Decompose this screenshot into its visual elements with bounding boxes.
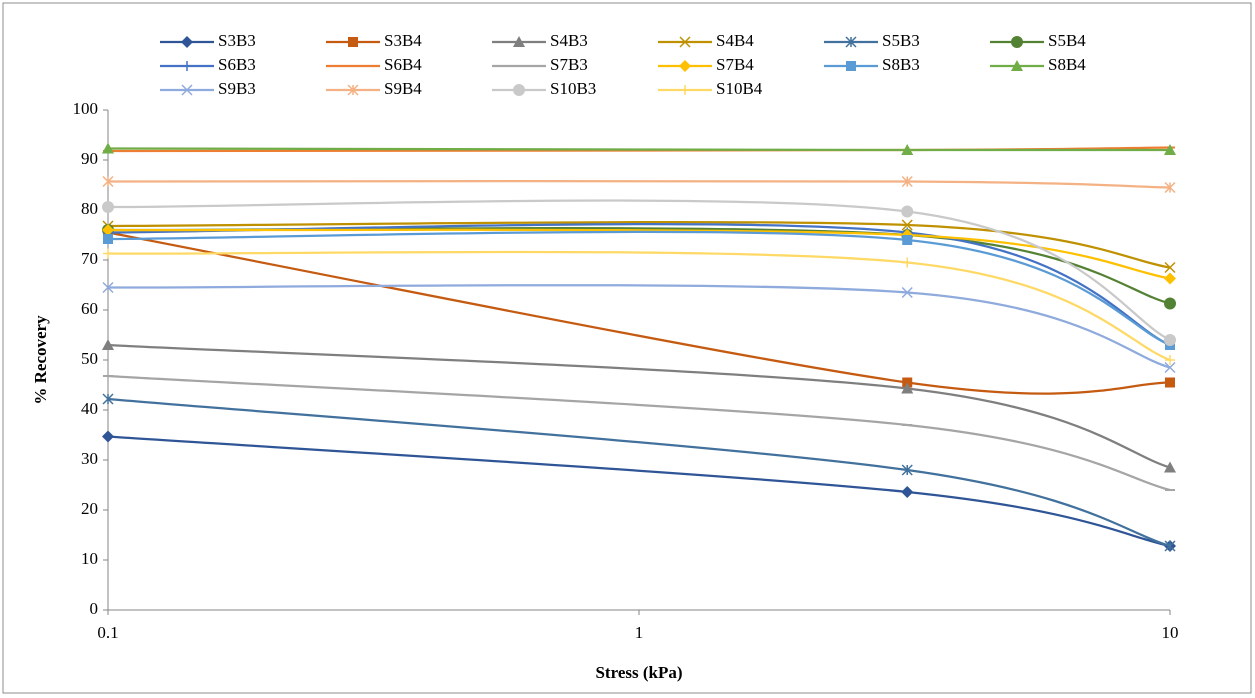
marker xyxy=(1164,361,1176,374)
series-line xyxy=(107,231,1171,395)
series-line xyxy=(107,147,1171,152)
series-line xyxy=(107,221,1171,269)
series-line xyxy=(107,374,1171,492)
legend-marker xyxy=(181,36,193,48)
x-axis-title: Stress (kPa) xyxy=(595,663,682,682)
marker xyxy=(103,248,113,259)
marker xyxy=(102,393,114,405)
legend-marker xyxy=(182,61,192,71)
legend-marker xyxy=(347,84,359,96)
marker xyxy=(1164,461,1176,473)
marker xyxy=(102,175,114,188)
marker xyxy=(1164,144,1176,155)
legend-marker xyxy=(1011,36,1023,48)
legend-label: S7B3 xyxy=(550,55,588,74)
legend-marker xyxy=(348,37,358,47)
legend-marker xyxy=(846,61,856,71)
legend-label: S6B4 xyxy=(384,55,422,74)
y-tick-label: 100 xyxy=(73,99,99,118)
legend-label: S8B3 xyxy=(882,55,920,74)
series-line xyxy=(107,435,1171,548)
legend-marker xyxy=(513,36,525,47)
marker xyxy=(102,224,114,236)
marker xyxy=(1164,297,1176,310)
legend-label: S4B3 xyxy=(550,31,588,50)
series-line xyxy=(107,230,1171,347)
legend-label: S7B4 xyxy=(716,55,754,74)
marker xyxy=(901,144,914,155)
marker xyxy=(901,219,913,231)
marker xyxy=(102,281,114,294)
marker xyxy=(1164,261,1176,274)
legend-label: S5B3 xyxy=(882,31,920,50)
x-tick-label: 10 xyxy=(1162,623,1179,642)
marker xyxy=(102,339,114,350)
y-tick-label: 70 xyxy=(81,249,98,268)
marker xyxy=(103,234,113,244)
marker xyxy=(901,286,913,299)
y-tick-label: 60 xyxy=(81,299,98,318)
marker xyxy=(102,430,114,443)
y-tick-label: 30 xyxy=(81,449,98,468)
marker xyxy=(102,201,114,213)
legend-marker xyxy=(679,36,691,48)
series-line xyxy=(107,397,1171,548)
series-line xyxy=(107,179,1171,189)
y-tick-label: 50 xyxy=(81,349,98,368)
y-axis-title: % Recovery xyxy=(31,315,50,405)
legend-label: S4B4 xyxy=(716,31,754,50)
x-tick-label: 1 xyxy=(635,623,644,642)
series-line xyxy=(107,284,1171,369)
legend-marker xyxy=(845,36,857,48)
series-line xyxy=(107,343,1171,469)
legend-marker xyxy=(679,60,691,72)
y-tick-label: 20 xyxy=(81,499,98,518)
y-tick-label: 40 xyxy=(81,399,98,418)
legend-label: S3B4 xyxy=(384,31,422,50)
legend-label: S8B4 xyxy=(1048,55,1086,74)
y-tick-label: 10 xyxy=(81,549,98,568)
marker xyxy=(1165,355,1175,365)
series-line xyxy=(107,199,1171,342)
marker xyxy=(1164,334,1176,346)
legend-label: S9B4 xyxy=(384,79,422,98)
legend-label: S3B3 xyxy=(218,31,256,50)
y-tick-label: 80 xyxy=(81,199,98,218)
marker xyxy=(901,486,914,498)
marker xyxy=(901,205,914,218)
legend-label: S5B4 xyxy=(1048,31,1086,50)
series-line xyxy=(107,250,1171,362)
marker xyxy=(1164,272,1176,285)
x-tick-label: 0.1 xyxy=(97,623,118,642)
legend-label: S10B4 xyxy=(716,79,763,98)
legend-marker xyxy=(181,84,193,96)
legend-label: S9B3 xyxy=(218,79,256,98)
legend-marker xyxy=(1011,60,1023,71)
marker xyxy=(902,235,913,245)
marker xyxy=(1164,181,1176,194)
series-line xyxy=(107,228,1171,280)
legend-label: S10B3 xyxy=(550,79,596,98)
marker xyxy=(901,382,914,394)
marker xyxy=(1165,377,1175,388)
legend-label: S6B3 xyxy=(218,55,256,74)
marker xyxy=(901,464,913,476)
marker xyxy=(1164,540,1176,552)
marker xyxy=(901,175,913,188)
y-tick-label: 0 xyxy=(90,599,99,618)
legend-marker xyxy=(680,85,690,95)
legend-marker xyxy=(513,84,525,96)
y-tick-label: 90 xyxy=(81,149,98,168)
marker xyxy=(902,257,913,268)
marker xyxy=(102,142,114,154)
